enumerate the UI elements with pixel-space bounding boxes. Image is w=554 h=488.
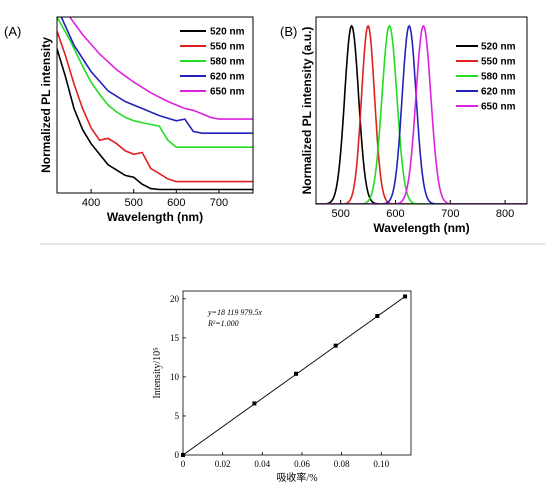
panel-b-label: (B) xyxy=(280,24,297,39)
panel-c-chart: 0 0.02 0.04 0.06 0.08 0.10 0 5 10 15 20 y=18 119 97… xyxy=(152,290,412,484)
panel-b-legend-label-2: 580 nm xyxy=(481,72,516,83)
panel-b-series-line-0 xyxy=(316,24,527,204)
panel-c-y-tick-label-1: 5 xyxy=(175,411,180,421)
panel-a-frame xyxy=(56,16,254,194)
panel-b-x-tick-label-1: 600 xyxy=(386,208,404,220)
panel-a-legend-label-1: 550 nm xyxy=(210,42,245,53)
panel-a-series-group xyxy=(57,17,253,191)
panel-b-series-group xyxy=(316,24,527,204)
panel-c-data-point-1 xyxy=(252,401,257,406)
panel-b-legend-label-3: 620 nm xyxy=(481,87,516,98)
panel-a-legend-label-3: 620 nm xyxy=(210,72,245,83)
panel-b-legend-label-1: 550 nm xyxy=(481,57,516,68)
panel-c-x-tick-label-0: 0 xyxy=(181,459,186,469)
panel-c-y-tick-label-0: 0 xyxy=(175,450,180,460)
panel-a-legend-label-0: 520 nm xyxy=(210,27,245,38)
panel-a-series-line-3 xyxy=(60,17,253,134)
panel-a-legend-label-2: 580 nm xyxy=(210,57,245,68)
panel-a-y-axis-label: Normalized PL intensity xyxy=(39,37,53,173)
panel-c-data-point-5 xyxy=(403,294,408,299)
panel-a-x-tick-label-2: 600 xyxy=(167,197,185,209)
panel-c-x-tick-label-5: 0.10 xyxy=(373,459,389,469)
panel-c-x-tick-label-3: 0.06 xyxy=(294,459,310,469)
panel-b-x-tick-label-3: 800 xyxy=(496,208,514,220)
panel-a-x-tick-label-3: 700 xyxy=(210,197,228,209)
panel-b-x-tick-label-0: 500 xyxy=(331,208,349,220)
panel-b-legend-label-4: 650 nm xyxy=(481,102,516,113)
panel-a-chart: 400 500 600 700 Wavelength (nm) Normalized PL… xyxy=(4,16,254,224)
panel-a-x-axis-label: Wavelength (nm) xyxy=(107,210,203,224)
panel-c-frame xyxy=(182,290,412,456)
panel-c-x-tick-label-4: 0.08 xyxy=(334,459,350,469)
panel-b-y-axis-label: Normalized PL intensity (a.u.) xyxy=(300,27,314,195)
panel-b-series-line-3 xyxy=(316,24,527,204)
panel-b-chart: 500 600 700 800 Wavelength (nm) Normalized PL… xyxy=(280,16,528,235)
panel-b-legend-label-0: 520 nm xyxy=(481,42,516,53)
panel-a-series-line-1 xyxy=(57,30,253,183)
panel-a-series-line-2 xyxy=(57,17,253,148)
panel-a-series-line-4 xyxy=(69,17,253,120)
panel-b-frame xyxy=(315,16,528,205)
panel-b-series-line-1 xyxy=(316,24,527,204)
panel-c-x-axis-label: 吸收率/% xyxy=(276,471,317,484)
panel-b-x-axis-label: Wavelength (nm) xyxy=(373,221,469,235)
panel-a-series-line-0 xyxy=(57,48,253,191)
panel-a-label: (A) xyxy=(4,24,21,39)
panel-a-x-tick-label-0: 400 xyxy=(82,197,100,209)
panel-b-x-tick-label-2: 700 xyxy=(441,208,459,220)
panel-c-y-tick-label-4: 20 xyxy=(170,294,180,304)
panel-c-r-squared: R²=1.000 xyxy=(207,319,239,328)
panel-c-x-tick-label-1: 0.02 xyxy=(215,459,231,469)
panel-c-x-tick-label-2: 0.04 xyxy=(254,459,270,469)
panel-a-x-tick-label-1: 500 xyxy=(125,197,143,209)
panel-c-y-axis-label: Intensity/10⁵ xyxy=(152,347,163,398)
panel-b-series-line-4 xyxy=(316,24,527,204)
panel-c-data-point-2 xyxy=(294,371,299,376)
panel-c-y-tick-label-2: 10 xyxy=(170,372,180,382)
panel-c-data-point-0 xyxy=(181,453,185,457)
panel-c-y-tick-label-3: 15 xyxy=(170,333,180,343)
panel-a-legend-label-4: 650 nm xyxy=(210,87,245,98)
panel-c-data-point-3 xyxy=(333,343,338,348)
panel-c-equation: y=18 119 979.5x xyxy=(207,308,262,317)
panel-c-data-point-4 xyxy=(375,313,380,318)
